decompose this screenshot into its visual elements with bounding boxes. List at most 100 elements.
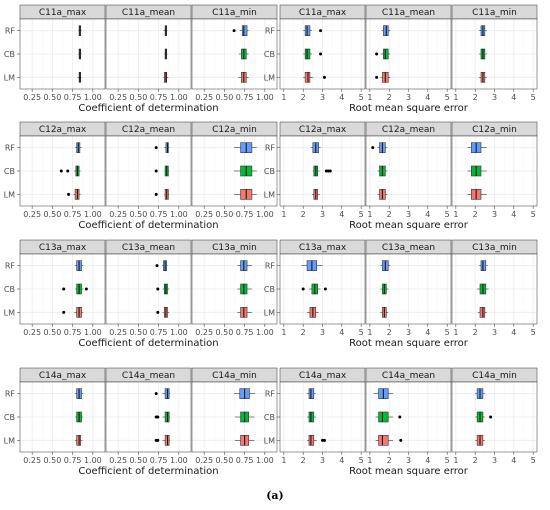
x-tick-label: 0.75	[236, 456, 254, 465]
x-axis-title-r2: Coefficient of determination	[78, 220, 218, 231]
x-tick-label: 1.00	[84, 93, 102, 102]
y-tick-label-lm: LM	[4, 308, 15, 317]
facet-strip-label: C14a_max	[39, 371, 87, 381]
x-axis-title-r2: Coefficient of determination	[78, 338, 218, 349]
x-tick-label: 0.25	[23, 328, 41, 337]
y-tick-label-lm: LM	[264, 436, 275, 445]
outlier-point	[371, 146, 375, 150]
x-tick-label: 4	[511, 328, 516, 337]
panel-border	[105, 253, 192, 325]
outlier-point	[154, 146, 158, 150]
box-lm	[77, 72, 82, 83]
box-rf	[234, 388, 256, 399]
outlier-point	[232, 29, 236, 33]
y-tick-label-cb: CB	[264, 285, 275, 294]
x-tick-label: 5	[531, 210, 536, 219]
x-tick-label: 2	[473, 93, 478, 102]
box-lm	[75, 435, 83, 446]
panel-border	[105, 135, 192, 207]
facet-strip-label: C11a_min	[472, 8, 517, 18]
x-tick-label: 0.50	[129, 456, 147, 465]
facet-strip-label: C11a_mean	[382, 8, 435, 18]
x-tick-label: 4	[339, 456, 344, 465]
box-rf	[307, 388, 316, 399]
facet-strip-label: C12a_max	[299, 125, 347, 135]
box-rf	[380, 260, 391, 271]
y-tick-label-lm: LM	[4, 73, 15, 82]
box-cb	[75, 411, 84, 423]
facet-strip-label: C13a_mean	[382, 243, 435, 253]
box-rf	[75, 388, 84, 399]
facet-panel-C12a_min-r2: C12a_min 0.25 0.50 0.75 1.00	[191, 121, 278, 219]
x-tick-label: 1	[281, 328, 286, 337]
facet-panel-C13a_max-r2: C13a_max RF CB LM 0.25 0.50 0.75 1.00	[4, 239, 106, 337]
x-tick-label: 0.50	[215, 328, 233, 337]
y-tick-label-rf: RF	[5, 27, 16, 36]
x-tick-label: 1.00	[256, 93, 274, 102]
box-lm	[307, 307, 319, 318]
x-tick-label: 2	[301, 328, 306, 337]
outlier-point	[323, 287, 327, 291]
facet-strip-label: C14a_mean	[382, 371, 435, 381]
box-lm	[154, 189, 170, 200]
y-tick-label-rf: RF	[265, 390, 276, 399]
box-rf	[78, 25, 82, 36]
x-tick-label: 0.50	[129, 210, 147, 219]
x-tick-label: 2	[473, 210, 478, 219]
x-tick-label: 1	[367, 328, 372, 337]
box-cb	[312, 165, 332, 177]
facet-panel-C13a_min-rmse: C13a_min 1 2 3 4 5	[451, 239, 538, 337]
box-cb	[238, 48, 249, 60]
x-tick-label: 0.50	[215, 456, 233, 465]
facet-panel-C14a_max-rmse: C14a_max RF CB LM 1 2 3 4 5	[264, 367, 366, 465]
box-rf	[467, 142, 487, 153]
facet-panel-C12a_mean-rmse: C12a_mean 1 2 3 4 5	[365, 121, 452, 219]
x-tick-label: 1.00	[170, 328, 188, 337]
box-lm	[156, 307, 170, 318]
box-rf	[237, 260, 252, 271]
x-tick-label: 3	[492, 456, 497, 465]
x-tick-label: 0.25	[109, 456, 127, 465]
box-cb	[154, 411, 170, 423]
x-tick-label: 0.75	[150, 456, 168, 465]
box-rf	[371, 142, 388, 153]
box-rf	[381, 25, 391, 36]
x-tick-label: 5	[445, 210, 450, 219]
x-tick-label: 5	[531, 328, 536, 337]
x-tick-label: 0.25	[109, 93, 127, 102]
facet-strip-label: C14a_max	[299, 371, 347, 381]
x-tick-label: 5	[531, 456, 536, 465]
facet-strip-label: C13a_min	[212, 243, 257, 253]
x-tick-label: 1	[453, 210, 458, 219]
facet-strip-label: C11a_max	[39, 8, 87, 18]
box-rf	[303, 25, 323, 36]
outlier-point	[322, 75, 326, 79]
y-tick-label-cb: CB	[264, 50, 275, 59]
facet-strip-label: C12a_min	[472, 125, 517, 135]
facet-panel-C13a_mean-r2: C13a_mean 0.25 0.50 0.75 1.00	[105, 239, 192, 337]
box-cb	[375, 48, 391, 60]
y-tick-label-cb: CB	[4, 285, 15, 294]
x-tick-label: 5	[531, 93, 536, 102]
box-cb	[479, 48, 487, 60]
outlier-point	[154, 169, 158, 173]
outlier-point	[62, 287, 66, 291]
outlier-point	[59, 169, 63, 173]
box-cb	[154, 165, 170, 177]
outlier-point	[154, 392, 158, 396]
outlier-point	[328, 169, 332, 173]
facet-panel-C13a_min-r2: C13a_min 0.25 0.50 0.75 1.00	[191, 239, 278, 337]
x-tick-label: 5	[359, 456, 364, 465]
box-rf	[75, 142, 82, 153]
facet-panel-C13a_max-rmse: C13a_max RF CB LM 1 2 3 4 5	[264, 239, 366, 337]
box-lm	[307, 435, 326, 446]
x-tick-label: 0.25	[195, 93, 213, 102]
x-tick-label: 3	[406, 210, 411, 219]
box-rf	[310, 142, 321, 153]
box-cb	[234, 411, 255, 423]
box-lm	[377, 189, 388, 200]
box-lm	[475, 435, 485, 446]
outlier-point	[375, 52, 379, 56]
box-lm	[375, 72, 391, 83]
